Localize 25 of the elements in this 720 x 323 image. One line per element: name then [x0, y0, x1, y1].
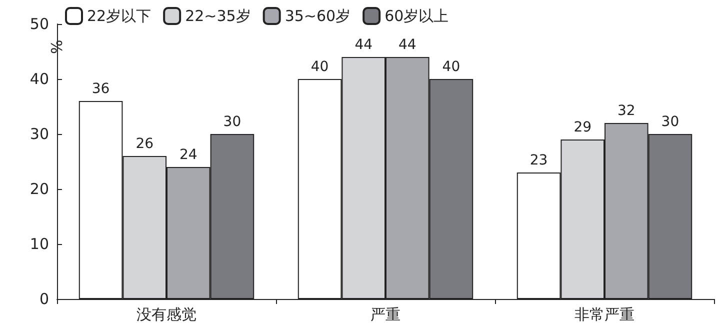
data-label: 26 — [136, 136, 154, 152]
legend-label: 35~60岁 — [284, 7, 351, 25]
y-tick-label: 30 — [30, 125, 49, 143]
data-label: 44 — [398, 37, 416, 53]
y-tick-label: 0 — [39, 290, 49, 308]
legend-label: 60岁以上 — [384, 7, 449, 25]
y-tick-label: 40 — [30, 70, 49, 88]
y-tick-label: 50 — [30, 15, 49, 33]
data-label: 40 — [310, 59, 329, 75]
y-tick-label: 20 — [30, 180, 49, 198]
x-tick-label: 非常严重 — [574, 306, 634, 323]
x-tick-label: 没有感觉 — [136, 306, 196, 323]
data-label: 24 — [179, 147, 198, 163]
y-tick-label: 10 — [30, 235, 49, 253]
data-label: 29 — [574, 120, 592, 136]
data-label: 32 — [617, 103, 636, 119]
data-label: 44 — [354, 37, 373, 53]
legend-label: 22岁以下 — [87, 7, 152, 25]
x-tick-label: 严重 — [370, 306, 400, 323]
data-label: 30 — [223, 114, 242, 130]
data-label: 30 — [661, 114, 680, 130]
data-label: 40 — [442, 59, 460, 75]
data-label: 23 — [530, 152, 548, 168]
legend-label: 22~35岁 — [185, 7, 251, 25]
data-label: 36 — [92, 81, 110, 97]
